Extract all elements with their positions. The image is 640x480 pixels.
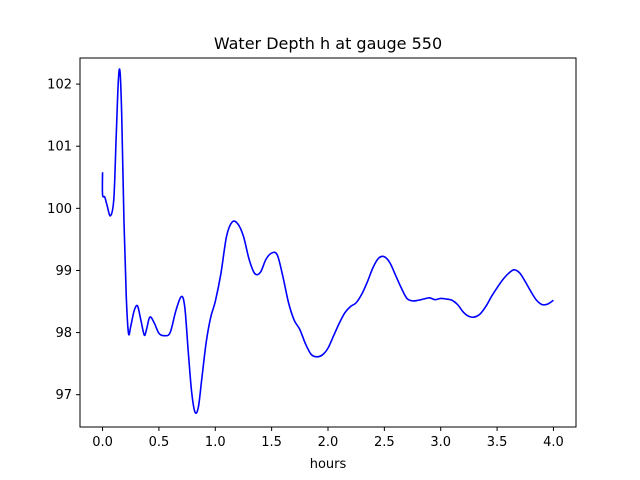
y-tick-label: 98: [55, 326, 72, 341]
x-tick-label: 4.0: [543, 435, 564, 450]
x-tick-label: 3.0: [430, 435, 451, 450]
x-tick-label: 0.5: [149, 435, 170, 450]
x-axis-label: hours: [310, 457, 347, 472]
axis-ticks: 0.0 0.5 1.0 1.5 2.0 2.5 3.0 3.5 4.0 97 98 99 100 101 1…: [47, 78, 564, 450]
x-tick-label: 2.0: [318, 435, 339, 450]
y-tick-label: 100: [47, 202, 72, 217]
series-layer: [101, 68, 554, 414]
x-tick-label: 0.0: [92, 435, 113, 450]
y-tick-label: 99: [55, 264, 72, 279]
x-tick-label: 3.5: [487, 435, 508, 450]
x-tick-label: 2.5: [374, 435, 395, 450]
y-tick-label: 101: [47, 140, 72, 155]
series-line: [101, 68, 554, 414]
y-tick-label: 102: [47, 78, 72, 93]
x-tick-label: 1.5: [261, 435, 282, 450]
chart-title: Water Depth h at gauge 550: [214, 34, 442, 53]
y-tick-label: 97: [55, 388, 72, 403]
x-tick-label: 1.0: [205, 435, 226, 450]
plot-area-frame: [79, 57, 577, 428]
